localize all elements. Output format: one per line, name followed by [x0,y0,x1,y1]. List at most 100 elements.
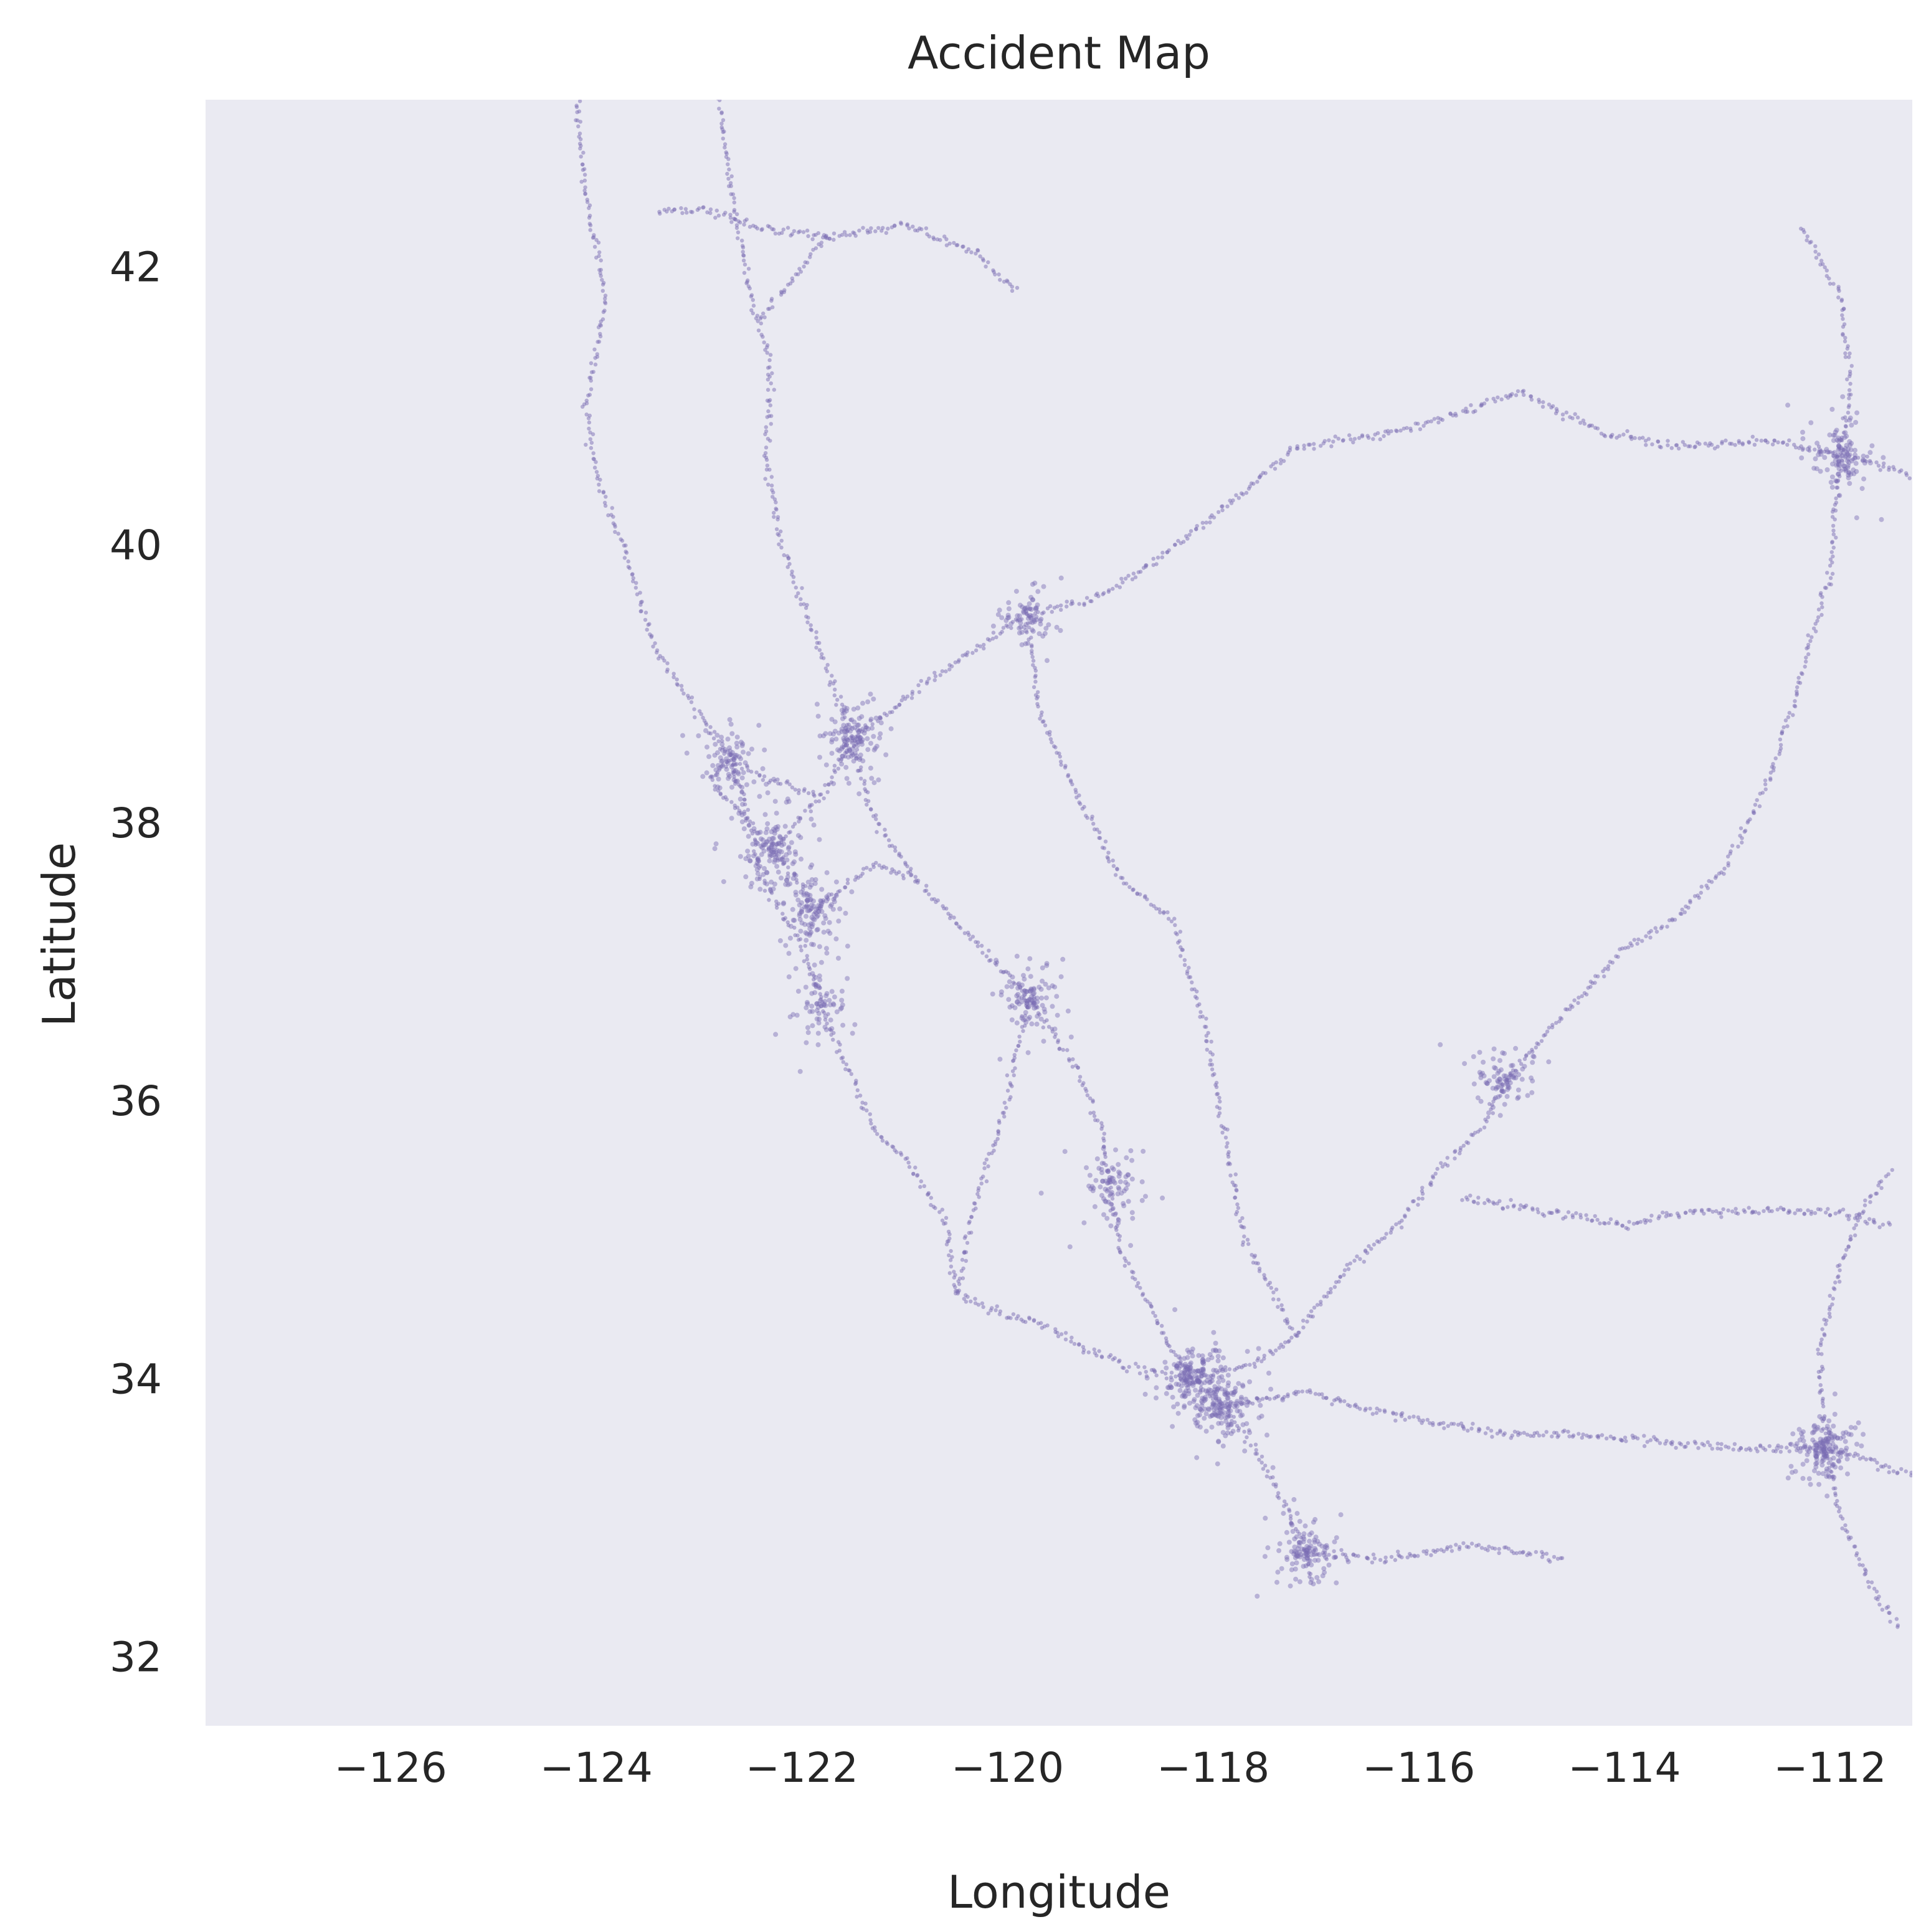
accident-point [1834,427,1839,433]
accident-point [957,1288,961,1293]
accident-point [842,708,847,713]
accident-point [1352,1259,1357,1263]
accident-point [1791,713,1795,717]
accident-point [1204,1378,1210,1383]
accident-point [1282,1395,1287,1399]
accident-point [770,371,774,376]
accident-point [1250,1401,1255,1406]
accident-point [770,835,776,841]
accident-point [1827,1311,1832,1316]
accident-point [1186,1364,1191,1369]
accident-point [1882,461,1886,465]
accident-point [880,1135,884,1140]
accident-point [1346,1267,1351,1272]
accident-point [1032,1000,1036,1006]
accident-point [1828,480,1834,485]
accident-point [1505,1087,1511,1092]
accident-point [1265,1545,1271,1551]
accident-point [1816,1351,1821,1356]
accident-point [726,157,731,161]
accident-point [1010,974,1015,980]
accident-point [1058,974,1064,979]
accident-point [1836,443,1842,449]
accident-point [774,827,780,832]
accident-point [1091,822,1096,826]
accident-point [1707,1207,1712,1212]
accident-point [1854,1442,1859,1447]
accident-point [1502,1431,1507,1435]
accident-point [1182,1373,1188,1379]
accident-point [1226,1406,1231,1411]
accident-point [1022,988,1028,994]
accident-point [1204,1034,1209,1038]
accident-point [1820,1327,1824,1331]
accident-point [927,676,931,681]
accident-point [779,857,785,862]
accident-point [856,722,861,728]
accident-point [1624,1439,1628,1444]
accident-point [975,944,980,948]
accident-point [1183,1365,1188,1369]
accident-point [1032,1006,1037,1011]
accident-point [1289,1567,1294,1573]
accident-point [1261,1467,1266,1471]
accident-point [858,1093,863,1098]
accident-point [1334,1535,1339,1541]
accident-point [758,864,763,868]
accident-point [1225,1402,1230,1407]
accident-point [1196,1379,1202,1384]
accident-point [839,726,845,732]
accident-point [876,777,881,783]
accident-point [817,799,822,804]
accident-point [1088,1096,1093,1101]
accident-point [994,1140,998,1144]
accident-point [790,907,795,912]
accident-point [855,748,860,752]
accident-point [1108,1201,1114,1207]
accident-point [1554,1021,1558,1025]
accident-point [823,1017,828,1022]
accident-point [589,376,593,380]
accident-point [1853,455,1857,460]
accident-point [1715,444,1720,449]
accident-point [1834,455,1839,459]
accident-point [1394,1412,1398,1416]
accident-point [825,790,830,794]
accident-point [742,797,747,802]
accident-point [1175,1401,1180,1407]
accident-point [1474,1543,1479,1548]
accident-point [851,758,856,764]
accident-point [1108,1191,1114,1197]
accident-point [1039,996,1045,1001]
accident-point [716,788,721,793]
accident-point [767,854,773,859]
accident-point [1007,1004,1013,1010]
accident-point [772,850,777,854]
accident-point [853,878,858,882]
accident-point [815,713,821,719]
accident-point [1032,991,1037,996]
accident-point [1421,1418,1425,1423]
accident-point [1296,1546,1301,1551]
accident-point [766,847,771,851]
accident-point [1490,1546,1494,1550]
accident-point [1752,442,1757,447]
accident-point [1247,1379,1253,1384]
accident-point [1111,1166,1116,1172]
accident-point [1169,1349,1174,1353]
accident-point [1861,476,1867,482]
accident-point [848,718,853,722]
accident-point [1636,937,1641,942]
accident-point [1225,1425,1231,1430]
accident-point [1279,457,1283,462]
accident-point [1590,1219,1594,1223]
accident-point [785,796,790,802]
accident-point [1136,1364,1141,1369]
accident-point [774,853,779,857]
accident-point [1005,279,1010,284]
accident-point [714,208,719,213]
accident-point [813,974,818,980]
accident-point [1670,1440,1674,1444]
accident-point [1471,1054,1476,1059]
accident-point [731,761,737,766]
